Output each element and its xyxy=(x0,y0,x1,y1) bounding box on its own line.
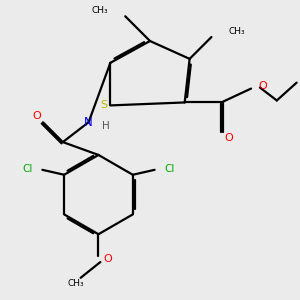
Text: O: O xyxy=(33,111,41,121)
Text: CH₃: CH₃ xyxy=(228,27,245,36)
Text: CH₃: CH₃ xyxy=(92,6,108,15)
Text: CH₃: CH₃ xyxy=(68,279,84,288)
Text: Cl: Cl xyxy=(22,164,32,174)
Text: S: S xyxy=(100,100,107,110)
Text: O: O xyxy=(103,254,112,264)
Text: O: O xyxy=(224,133,233,143)
Text: N: N xyxy=(84,116,93,129)
Text: O: O xyxy=(258,81,267,91)
Text: Cl: Cl xyxy=(164,164,175,174)
Text: H: H xyxy=(102,121,110,131)
